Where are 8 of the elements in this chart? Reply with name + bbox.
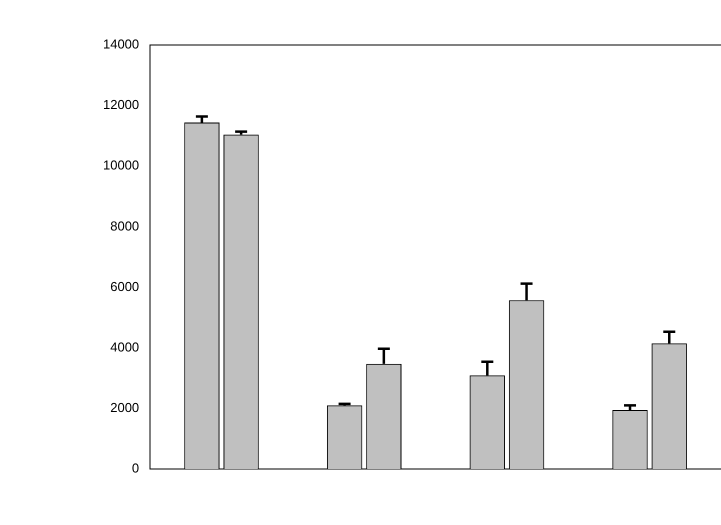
y-tick-label: 14000 (102, 36, 140, 52)
y-tick-label: 12000 (102, 97, 140, 112)
y-tick-label: 0 (132, 460, 140, 476)
y-tick-label: 8000 (110, 218, 140, 234)
y-tick-label: 10000 (102, 158, 140, 173)
y-tick-label: 6000 (110, 278, 140, 294)
y-tick-label: 2000 (110, 400, 140, 416)
y-tick-label: 4000 (110, 339, 140, 354)
